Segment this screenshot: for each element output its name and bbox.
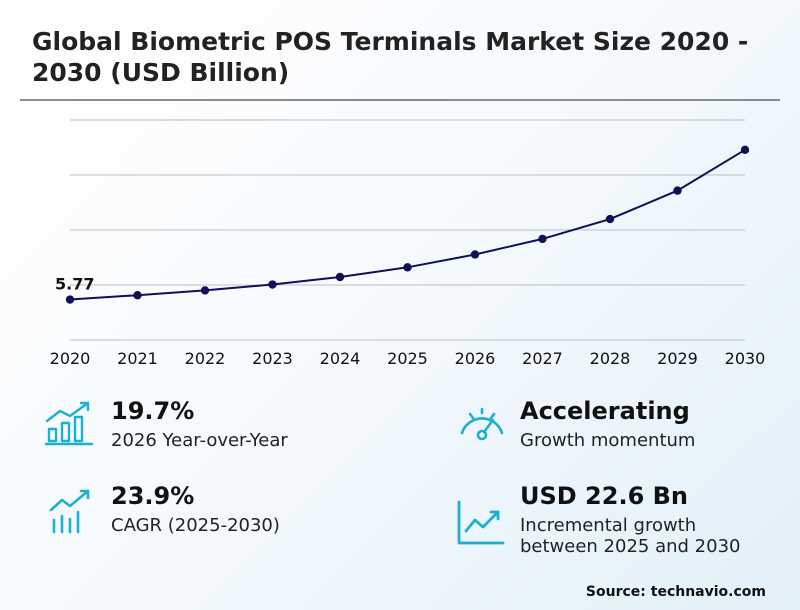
data-point: [740, 145, 750, 155]
data-points: [65, 145, 750, 304]
data-point: [200, 286, 210, 295]
data-point: [133, 291, 142, 300]
x-tick-label: 2026: [455, 349, 496, 368]
x-tick-label: 2025: [387, 349, 428, 368]
stat-yoy-value: 19.7%: [111, 397, 195, 425]
data-point: [605, 214, 615, 224]
stat-cagr-label: CAGR (2025-2030): [111, 515, 280, 536]
title-divider: [20, 99, 780, 101]
stat-momentum-value: Accelerating: [520, 397, 690, 425]
stat-incremental-label: Incremental growth between 2025 and 2030: [520, 515, 741, 557]
stat-cagr: 23.9% CAGR (2025-2030): [44, 482, 374, 542]
stat-yoy: 19.7% 2026 Year-over-Year: [44, 397, 374, 457]
data-point: [65, 295, 75, 304]
x-tick-label: 2029: [657, 349, 698, 368]
x-tick-label: 2021: [117, 349, 158, 368]
x-tick-label: 2030: [725, 349, 766, 368]
x-tick-label: 2022: [185, 349, 226, 368]
x-tick-label: 2028: [590, 349, 631, 368]
stat-momentum: Accelerating Growth momentum: [456, 397, 776, 457]
data-point: [673, 186, 682, 195]
data-point: [470, 250, 480, 259]
series-line-layer: [69, 148, 746, 301]
x-tick-label: 2023: [252, 349, 293, 368]
chart-title: Global Biometric POS Terminals Market Si…: [32, 27, 749, 87]
stat-cagr-value: 23.9%: [111, 482, 195, 510]
stat-incremental: USD 22.6 Bn Incremental growth between 2…: [456, 482, 776, 562]
bar-chart-growth-icon: [44, 401, 94, 446]
x-tick-label: 2024: [320, 349, 361, 368]
trend-bars-icon: [49, 489, 90, 534]
gridlines: [70, 119, 745, 341]
source-note: Source: technavio.com: [585, 584, 766, 600]
stat-incremental-value: USD 22.6 Bn: [520, 482, 688, 510]
series-line: [69, 148, 746, 301]
trend-up-icon: [457, 500, 505, 545]
data-point: [335, 272, 345, 282]
data-point: [268, 280, 277, 289]
x-tick-label: 2020: [50, 349, 91, 368]
data-label: 5.77: [55, 275, 94, 294]
line-chart: 2020 2021 2022 2023 2024 2025 2026 2027 2028 2029…: [50, 119, 766, 368]
stat-momentum-label: Growth momentum: [520, 430, 696, 451]
data-point: [403, 263, 412, 272]
x-tick-label: 2027: [522, 349, 563, 368]
speedometer-icon: [460, 407, 504, 441]
data-point: [538, 234, 547, 244]
stat-yoy-label: 2026 Year-over-Year: [111, 430, 288, 451]
tick-labels: 2020 2021 2022 2023 2024 2025 2026 2027 2028 2029…: [50, 275, 766, 368]
